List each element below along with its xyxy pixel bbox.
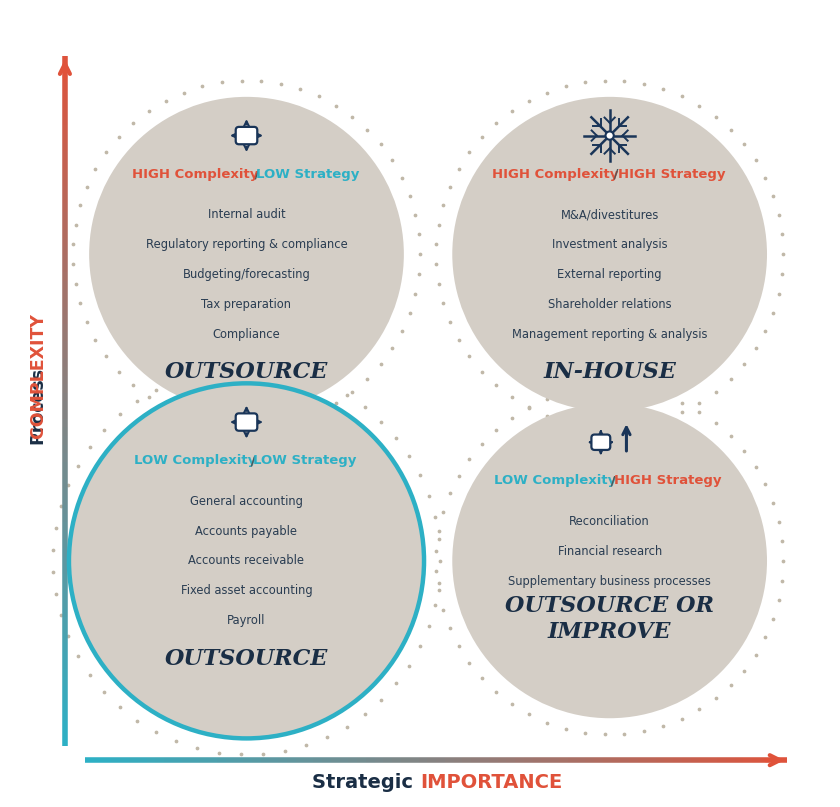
Text: /: / (249, 168, 264, 181)
Text: Financial research: Financial research (558, 545, 662, 558)
Circle shape (452, 404, 767, 718)
Text: /: / (606, 475, 620, 487)
Text: Process: Process (30, 362, 48, 445)
Text: COMPLEXITY: COMPLEXITY (30, 314, 48, 493)
Text: OUTSOURCE: OUTSOURCE (165, 361, 328, 383)
Text: Accounts payable: Accounts payable (196, 525, 297, 537)
Text: /: / (246, 454, 260, 467)
Text: Budgeting/forecasting: Budgeting/forecasting (182, 268, 310, 281)
Text: Tax preparation: Tax preparation (202, 298, 291, 311)
Text: LOW Strategy: LOW Strategy (253, 454, 356, 467)
Text: Regulatory reporting & compliance: Regulatory reporting & compliance (145, 238, 348, 251)
Text: Payroll: Payroll (228, 614, 265, 627)
Text: External reporting: External reporting (558, 268, 662, 281)
Text: LOW Strategy: LOW Strategy (256, 168, 360, 181)
FancyBboxPatch shape (236, 413, 257, 431)
Text: IN-HOUSE: IN-HOUSE (543, 361, 676, 383)
Text: M&A/divestitures: M&A/divestitures (560, 208, 659, 221)
Text: Strategic: Strategic (312, 773, 420, 792)
Circle shape (89, 97, 404, 412)
Text: Reconciliation: Reconciliation (570, 515, 650, 528)
Text: General accounting: General accounting (190, 495, 303, 508)
Text: IMPORTANCE: IMPORTANCE (420, 773, 562, 792)
Circle shape (69, 383, 424, 738)
FancyBboxPatch shape (236, 127, 257, 144)
Text: /: / (610, 168, 623, 181)
Text: Investment analysis: Investment analysis (552, 238, 668, 251)
Text: OUTSOURCE: OUTSOURCE (165, 647, 328, 670)
Text: LOW Complexity: LOW Complexity (494, 475, 616, 487)
Circle shape (452, 97, 767, 412)
Text: LOW Complexity: LOW Complexity (134, 454, 256, 467)
Text: Internal audit: Internal audit (207, 208, 286, 221)
FancyBboxPatch shape (591, 434, 610, 450)
Text: HIGH Strategy: HIGH Strategy (614, 475, 722, 487)
Circle shape (606, 132, 614, 140)
Text: Accounts receivable: Accounts receivable (188, 554, 304, 567)
Text: Management reporting & analysis: Management reporting & analysis (512, 328, 707, 341)
Text: HIGH Complexity: HIGH Complexity (132, 168, 259, 181)
Text: OUTSOURCE OR
IMPROVE: OUTSOURCE OR IMPROVE (505, 596, 714, 642)
Text: HIGH Strategy: HIGH Strategy (617, 168, 725, 181)
Text: Fixed asset accounting: Fixed asset accounting (181, 584, 312, 597)
Text: HIGH Complexity: HIGH Complexity (491, 168, 618, 181)
Text: Supplementary business processes: Supplementary business processes (508, 575, 711, 587)
Text: Compliance: Compliance (213, 328, 281, 341)
Text: Shareholder relations: Shareholder relations (548, 298, 671, 311)
